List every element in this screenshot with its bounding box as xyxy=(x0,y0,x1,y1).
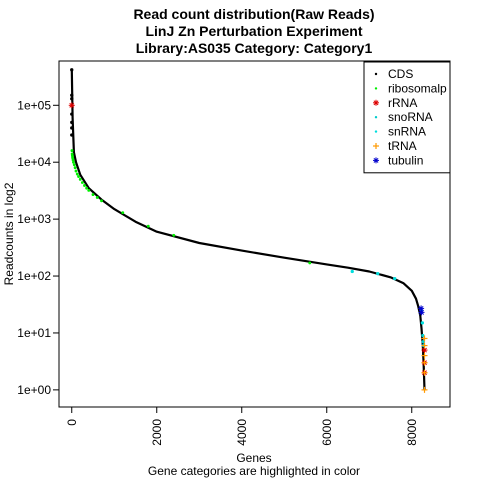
legend-marker-snorna xyxy=(374,115,378,119)
ribosomalp-point xyxy=(83,184,86,187)
ribosomalp-point xyxy=(308,261,312,265)
legend-label-tubulin: tubulin xyxy=(388,153,423,167)
legend-marker-ribosomalp xyxy=(374,87,378,90)
chart-title-line-3: Library:AS035 Category: Category1 xyxy=(136,40,373,56)
x-tick-label: 8000 xyxy=(405,419,419,446)
x-tick-label: 0 xyxy=(65,419,79,426)
legend-marker-cds xyxy=(374,72,378,76)
ribosomalp-point xyxy=(121,211,125,215)
trna-point xyxy=(421,335,428,342)
cds-point xyxy=(70,133,74,137)
ribosomalp-point xyxy=(100,199,103,203)
legend-label-snrna: snRNA xyxy=(388,125,426,139)
y-tick-label: 1e+04 xyxy=(17,155,51,169)
cds-point xyxy=(70,120,74,125)
snrna-point xyxy=(393,276,397,281)
legend-marker-snrna xyxy=(374,130,378,133)
cds-point xyxy=(70,126,74,130)
ribosomalp-point xyxy=(85,186,89,190)
ribosomalp-point xyxy=(74,169,78,173)
tubulin-point xyxy=(418,309,425,316)
y-tick-label: 1e+01 xyxy=(17,326,51,340)
y-tick-label: 1e+03 xyxy=(17,212,51,226)
trna-point xyxy=(421,352,428,359)
legend-label-ribosomalp: ribosomalp xyxy=(388,81,447,95)
cds-point xyxy=(70,112,74,116)
legend-label-trna: tRNA xyxy=(388,139,417,153)
cds-point xyxy=(70,68,74,72)
x-axis-label: Genes xyxy=(236,451,271,465)
ribosomalp-point xyxy=(77,175,80,178)
cds-point xyxy=(70,93,74,97)
ribosomalp-point xyxy=(146,224,150,228)
ribosomalp-point xyxy=(71,158,75,162)
chart-title-line-1: Read count distribution(Raw Reads) xyxy=(133,6,374,22)
x-axis: 0 2000 4000 6000 8000 xyxy=(65,406,419,446)
snorna-point xyxy=(421,333,425,338)
x-tick-label: 4000 xyxy=(235,419,249,446)
ribosomalp-point xyxy=(172,233,176,237)
legend-label-cds: CDS xyxy=(388,67,413,81)
ribosomalp-point xyxy=(78,177,82,181)
y-tick-label: 1e+02 xyxy=(17,269,51,283)
ribosomalp-point xyxy=(73,166,77,170)
trna-point xyxy=(421,369,428,376)
cds-point xyxy=(70,97,74,101)
ribosomalp-point xyxy=(72,160,75,164)
snrna-point xyxy=(350,269,354,274)
legend-marker-trna xyxy=(373,143,379,149)
trna-point xyxy=(421,359,428,366)
ribosomalp-point xyxy=(87,188,91,192)
ribosomalp-point xyxy=(91,193,95,196)
x-tick-label: 6000 xyxy=(320,419,334,446)
ribosomalp-point xyxy=(75,172,79,176)
ribosomalp-point xyxy=(72,163,76,167)
trna-point xyxy=(421,342,428,349)
legend-marker-tubulin xyxy=(373,157,379,164)
snrna-point xyxy=(376,272,380,276)
x-axis-sublabel: Gene categories are highlighted in color xyxy=(148,464,360,478)
snrna-point xyxy=(420,321,425,325)
legend-marker-rrna xyxy=(373,99,379,106)
ribosomalp-point xyxy=(80,181,84,184)
legend-box xyxy=(363,61,451,174)
x-tick-label: 2000 xyxy=(150,419,164,446)
plot-marks xyxy=(68,68,428,393)
rrna-point xyxy=(68,102,75,109)
y-tick-label: 1e+00 xyxy=(17,383,51,397)
chart-title-line-2: LinJ Zn Perturbation Experiment xyxy=(145,23,362,39)
y-axis-label: Readcounts in log2 xyxy=(2,182,16,285)
legend-label-rrna: rRNA xyxy=(388,96,417,110)
ribosomalp-point xyxy=(71,156,75,160)
y-axis: 1e+00 1e+01 1e+02 1e+03 1e+04 1e+05 xyxy=(17,98,60,397)
trna-point xyxy=(421,386,428,393)
legend-label-snorna: snoRNA xyxy=(388,110,433,124)
ribosomalp-point xyxy=(70,149,74,153)
ribosomalp-point xyxy=(95,196,99,199)
y-tick-label: 1e+05 xyxy=(17,98,51,112)
